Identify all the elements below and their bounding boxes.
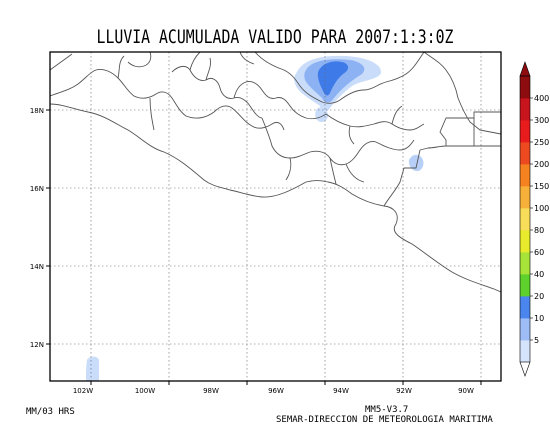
colorbar-level-label: 60 <box>534 248 544 257</box>
model-label: MM5-V3.7 <box>365 405 409 415</box>
lat-tick-label: 12N <box>30 341 44 349</box>
lat-tick-label: 14N <box>30 263 44 271</box>
colorbar-level-label: 80 <box>534 226 544 235</box>
lon-tick-label: 98W <box>203 387 219 395</box>
rain-area-light-south <box>315 107 328 123</box>
latitude-axis: 18N 16N 14N 12N <box>30 107 50 349</box>
colorbar-segment <box>520 230 530 253</box>
colorbar-level-label: 300 <box>534 116 549 125</box>
gridlines <box>50 52 501 381</box>
colorbar-level-label: 10 <box>534 314 544 323</box>
pacific-coastline <box>50 103 501 293</box>
lon-tick-label: 96W <box>268 387 284 395</box>
colorbar-segment <box>520 296 530 319</box>
colorbar-level-label: 5 <box>534 336 539 345</box>
state-borders-tabasco <box>325 105 425 145</box>
colorbar-segment <box>520 186 530 209</box>
colorbar-segment <box>520 318 530 341</box>
map-title: LLUVIA ACUMULADA VALIDO PARA 2007:1:3:0Z <box>96 26 454 48</box>
colorbar-top-arrow <box>519 61 531 77</box>
yucatan-borders <box>446 118 501 147</box>
colorbar-level-label: 400 <box>534 94 549 103</box>
colorbar-bottom-arrow <box>519 361 531 377</box>
yucatan-coast <box>423 52 501 135</box>
colorbar-segment <box>520 274 530 297</box>
colorbar-level-label: 250 <box>534 138 549 147</box>
agency-label: SEMAR-DIRECCION DE METEOROLOGIA MARITIMA <box>276 415 493 425</box>
gulf-coastline <box>50 52 425 104</box>
guatemala-border <box>383 111 501 207</box>
map-frame <box>49 51 502 382</box>
rain-area-east <box>408 154 424 172</box>
lon-tick-label: 102W <box>73 387 93 395</box>
state-borders-west <box>50 55 285 131</box>
colorbar-segment <box>520 252 530 275</box>
colorbar-segment <box>520 164 530 187</box>
colorbar-level-label: 150 <box>534 182 549 191</box>
colorbar-level-label: 200 <box>534 160 549 169</box>
rain-area-southwest <box>86 356 99 381</box>
colorbar-segment <box>520 340 530 363</box>
colorbar-level-label: 40 <box>534 270 544 279</box>
colorbar-level-label: 100 <box>534 204 549 213</box>
colorbar-segment <box>520 120 530 143</box>
lon-tick-label: 94W <box>333 387 349 395</box>
colorbar-segment <box>520 142 530 165</box>
rainfall-areas <box>86 55 424 381</box>
colorbar-segment <box>520 208 530 231</box>
lat-tick-label: 18N <box>30 107 44 115</box>
lon-tick-label: 92W <box>396 387 412 395</box>
colorbar-segment <box>520 76 530 99</box>
color-legend: 5 10 20 40 60 80 100 150 200 250 300 400 <box>519 61 549 377</box>
colorbar-segment <box>520 98 530 121</box>
north-borders <box>127 52 255 71</box>
rain-area-heavy <box>317 61 349 96</box>
interval-label: MM/03 HRS <box>26 407 75 417</box>
lon-tick-label: 100W <box>135 387 155 395</box>
lon-tick-label: 90W <box>458 387 474 395</box>
lat-tick-label: 16N <box>30 185 44 193</box>
map-background <box>50 52 501 381</box>
longitude-axis: 102W 100W 98W 96W 94W 92W 90W <box>73 381 482 395</box>
colorbar-level-label: 20 <box>534 292 544 301</box>
colorbar-outline <box>519 75 531 363</box>
state-borders-south <box>261 117 415 185</box>
boundaries <box>50 52 501 293</box>
